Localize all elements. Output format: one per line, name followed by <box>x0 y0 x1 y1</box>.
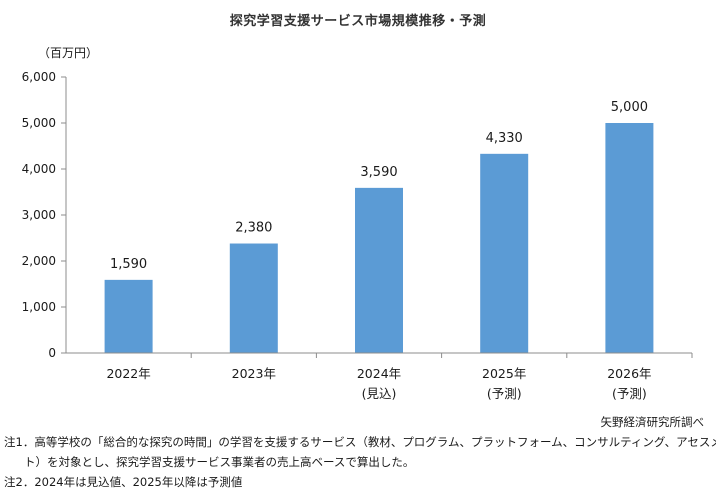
x-tick-label: 2025年 <box>482 366 526 381</box>
x-tick-label: 2022年 <box>106 366 150 381</box>
bar-value-label: 1,590 <box>110 257 147 272</box>
y-tick-label: 0 <box>48 346 56 360</box>
bar-value-label: 5,000 <box>611 100 648 115</box>
y-tick-label: 2,000 <box>22 254 56 268</box>
footnote-1: 注1．高等学校の「総合的な探究の時間」の学習を支援するサービス（教材、プログラム… <box>4 435 716 449</box>
footnotes: 注1．高等学校の「総合的な探究の時間」の学習を支援するサービス（教材、プログラム… <box>4 432 716 492</box>
x-tick-label: 2026年 <box>607 366 651 381</box>
bar <box>605 123 654 353</box>
x-tick-label: 2023年 <box>232 366 276 381</box>
bars <box>104 123 654 353</box>
value-labels: 1,590 2,380 3,590 4,330 5,000 <box>110 100 648 272</box>
chart-title: 探究学習支援サービス市場規模推移・予測 <box>229 14 487 29</box>
y-tick-label: 6,000 <box>22 70 56 84</box>
y-axis-unit-label: （百万円） <box>38 46 99 60</box>
y-tick-label: 1,000 <box>22 300 56 314</box>
y-tick-label: 4,000 <box>22 162 56 176</box>
y-tick-label: 5,000 <box>22 116 56 130</box>
bar-value-label: 2,380 <box>235 221 272 236</box>
x-tick-label: 2024年 <box>357 366 401 381</box>
bar <box>104 279 153 353</box>
bar-value-label: 4,330 <box>486 131 523 146</box>
footnote-1-continued: ト）を対象とし、探究学習支援サービス事業者の売上高ベースで算出した。 <box>24 455 415 469</box>
y-tick-label: 3,000 <box>22 208 56 222</box>
x-tick-sublabel: (予測) <box>487 386 522 401</box>
bar-value-label: 3,590 <box>360 165 397 180</box>
bar <box>480 153 529 353</box>
footnote-2: 注2．2024年は見込値、2025年以降は予測値 <box>4 475 243 489</box>
x-axis: 2022年 2023年 2024年 (見込) 2025年 (予測) 2026年 (予測) <box>66 352 693 401</box>
bar-chart: 0 1,000 2,000 3,000 4,000 5,000 6,000 1,590 2,3… <box>22 70 693 401</box>
source-credit: 矢野経済研究所調べ <box>600 415 705 429</box>
bar <box>355 187 403 353</box>
bar <box>229 243 278 353</box>
x-tick-sublabel: (予測) <box>612 386 647 401</box>
y-axis: 0 1,000 2,000 3,000 4,000 5,000 6,000 <box>22 70 67 360</box>
x-tick-sublabel: (見込) <box>362 386 397 401</box>
